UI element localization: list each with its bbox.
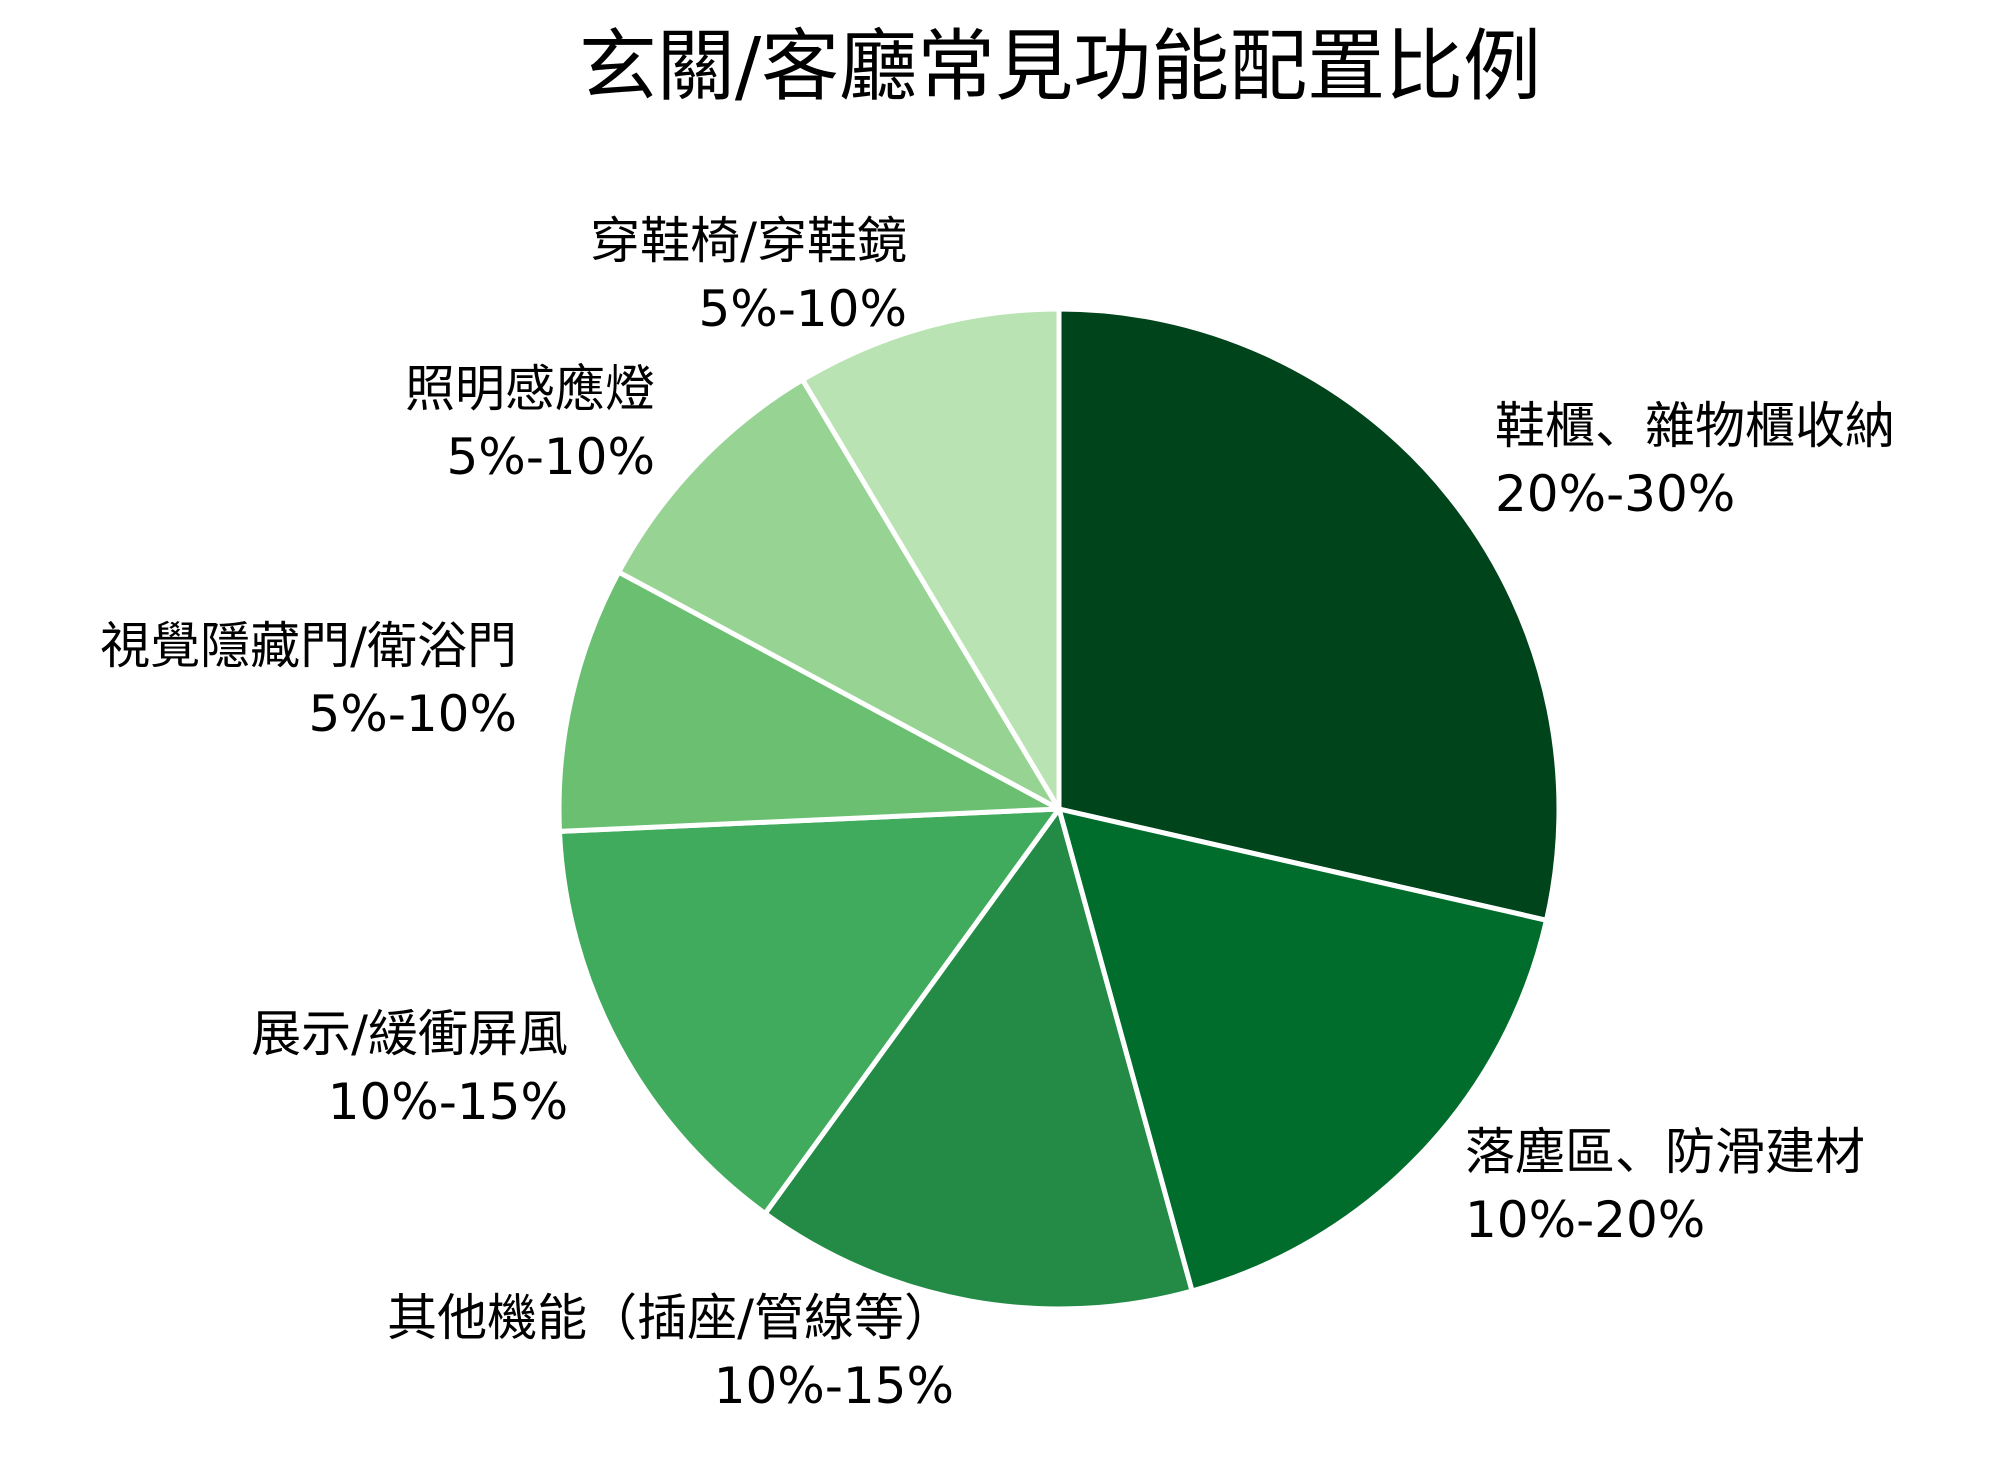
label-name: 展示/緩衝屏風 <box>251 1005 568 1063</box>
label-name: 鞋櫃、雜物櫃收納 <box>1495 397 1895 455</box>
label-sensor-light: 照明感應燈 5%-10% <box>405 355 655 491</box>
pie-wedge <box>762 806 1195 1312</box>
pie-wedge <box>557 806 1062 1217</box>
pie-wedge <box>616 377 1062 812</box>
pie-wedges <box>556 306 1562 1312</box>
label-dust-area: 落塵區、防滑建材 10%-20% <box>1465 1118 1865 1254</box>
label-hidden-door: 視覺隱藏門/衛浴門 5%-10% <box>100 612 517 748</box>
pie-wedge <box>1056 806 1549 1294</box>
label-range: 10%-15% <box>713 1357 954 1415</box>
chart-title: 玄關/客廳常見功能配置比例 <box>578 22 1542 112</box>
label-other-functions: 其他機能（插座/管線等） 10%-15% <box>387 1284 954 1420</box>
label-name: 視覺隱藏門/衛浴門 <box>100 617 517 675</box>
label-range: 20%-30% <box>1495 465 1736 523</box>
label-range: 5%-10% <box>698 280 908 338</box>
label-name: 落塵區、防滑建材 <box>1465 1123 1865 1181</box>
label-range: 10%-15% <box>327 1073 568 1131</box>
label-range: 10%-20% <box>1465 1191 1706 1249</box>
label-range: 5%-10% <box>308 685 518 743</box>
label-name: 照明感應燈 <box>405 360 655 418</box>
label-range: 5%-10% <box>446 428 656 486</box>
pie-wedge <box>800 306 1062 812</box>
label-display-screen: 展示/緩衝屏風 10%-15% <box>251 1000 568 1136</box>
label-shoe-cabinet: 鞋櫃、雜物櫃收納 20%-30% <box>1495 392 1895 528</box>
label-shoe-bench: 穿鞋椅/穿鞋鏡 5%-10% <box>590 207 907 343</box>
pie-wedge <box>556 569 1062 834</box>
label-name: 穿鞋椅/穿鞋鏡 <box>590 212 907 270</box>
label-name: 其他機能（插座/管線等） <box>387 1289 954 1347</box>
pie-wedge <box>1056 306 1562 923</box>
